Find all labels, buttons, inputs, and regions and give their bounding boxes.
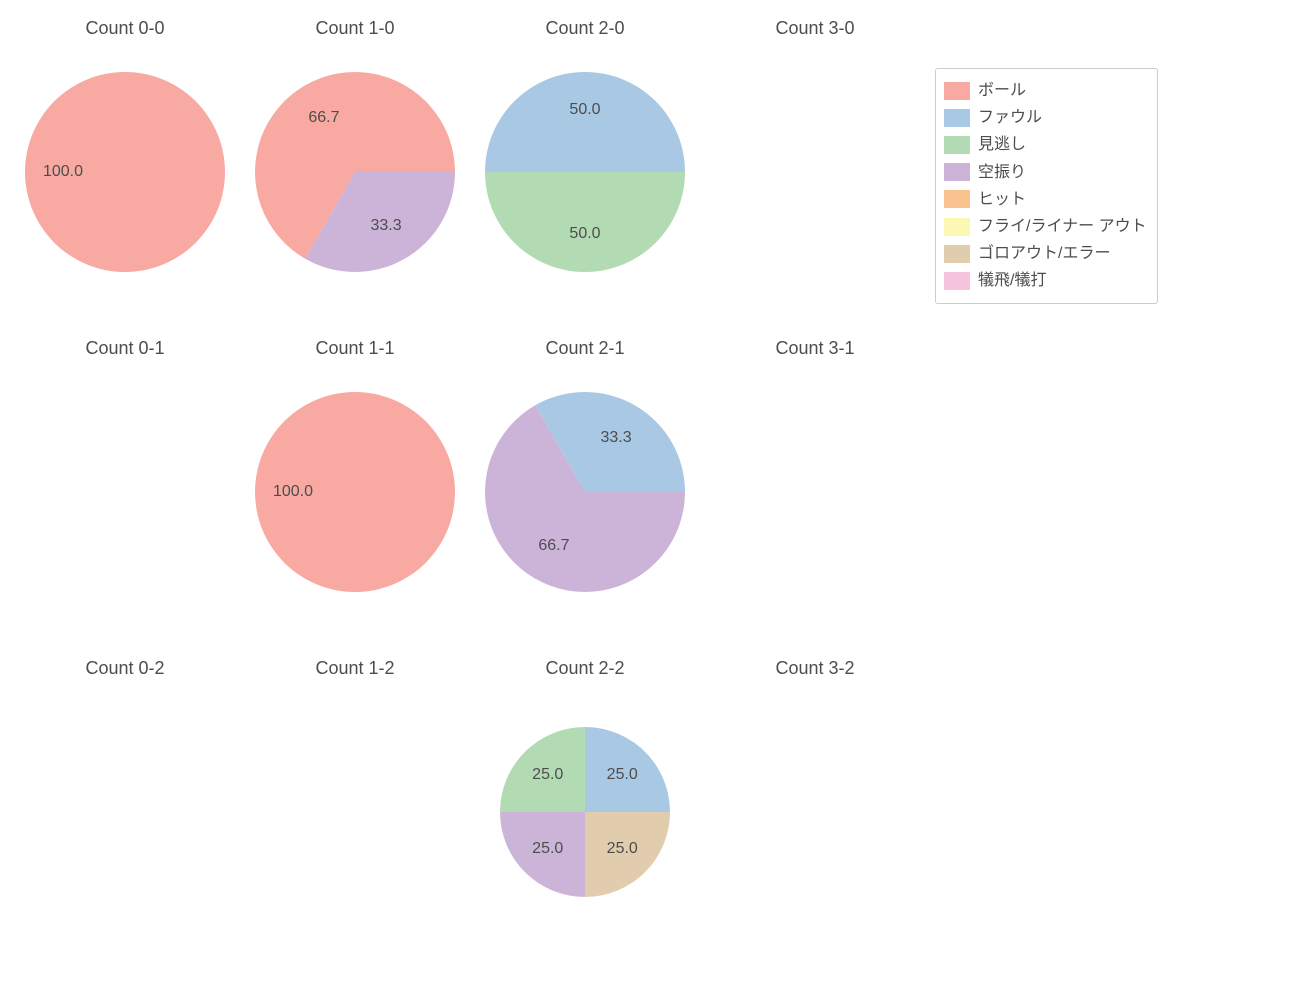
pie: 66.7 33.3 [255,72,455,272]
panel: Count 2-1 33.3 66.7 [470,330,700,650]
legend-label: 空振り [978,159,1026,186]
slice-value-label: 33.3 [600,429,631,447]
legend-label: ヒット [978,186,1026,213]
panel: Count 3-0 [700,10,930,330]
panel: Count 0-0 100.0 [10,10,240,330]
panel-title: Count 0-2 [10,658,240,679]
pie: 50.0 50.0 [485,72,685,272]
legend-label: 犠飛/犠打 [978,267,1046,294]
slice-value-label: 50.0 [569,101,600,119]
chart-canvas: Count 0-0 100.0 Count 1-0 66.7 33.3 Count 2-0… [0,0,1300,1000]
panel: Count 1-0 66.7 33.3 [240,10,470,330]
panel-title: Count 1-0 [240,18,470,39]
legend-item: ヒット [944,186,1147,213]
legend-label: ゴロアウト/エラー [978,240,1110,267]
panel-title: Count 0-1 [10,338,240,359]
slice-value-label: 25.0 [532,766,563,784]
panel-title: Count 3-2 [700,658,930,679]
legend-item: フライ/ライナー アウト [944,213,1147,240]
legend-swatch [944,82,970,100]
pie: 33.3 66.7 [485,392,685,592]
slice-value-label: 50.0 [569,225,600,243]
slice-value-label: 25.0 [607,766,638,784]
panel: Count 3-2 [700,650,930,970]
legend-item: 空振り [944,159,1147,186]
panel-title: Count 1-2 [240,658,470,679]
legend-item: 犠飛/犠打 [944,267,1147,294]
slice-value-label: 100.0 [43,163,83,181]
panel: Count 1-1 100.0 [240,330,470,650]
legend-swatch [944,272,970,290]
legend-item: ファウル [944,104,1147,131]
panel-title: Count 2-0 [470,18,700,39]
legend: ボールファウル見逃し空振りヒットフライ/ライナー アウトゴロアウト/エラー犠飛/… [935,68,1158,304]
panel: Count 3-1 [700,330,930,650]
pie: 25.0 25.0 25.0 25.0 [485,712,685,912]
legend-swatch [944,163,970,181]
legend-swatch [944,136,970,154]
panel: Count 1-2 [240,650,470,970]
legend-item: ゴロアウト/エラー [944,240,1147,267]
panel-title: Count 3-1 [700,338,930,359]
slice-value-label: 25.0 [532,840,563,858]
slice-value-label: 66.7 [308,109,339,127]
pie-grid: Count 0-0 100.0 Count 1-0 66.7 33.3 Count 2-0… [10,10,930,970]
legend-item: 見逃し [944,131,1147,158]
panel: Count 0-2 [10,650,240,970]
legend-item: ボール [944,77,1147,104]
panel-title: Count 2-1 [470,338,700,359]
panel-title: Count 2-2 [470,658,700,679]
panel: Count 2-2 25.0 25.0 25.0 25.0 [470,650,700,970]
slice-value-label: 66.7 [538,537,569,555]
legend-swatch [944,109,970,127]
legend-swatch [944,190,970,208]
pie: 100.0 [255,392,455,592]
legend-label: ボール [978,77,1026,104]
panel: Count 0-1 [10,330,240,650]
legend-swatch [944,218,970,236]
legend-label: フライ/ライナー アウト [978,213,1147,240]
legend-swatch [944,245,970,263]
panel-title: Count 0-0 [10,18,240,39]
legend-label: 見逃し [978,131,1026,158]
panel-title: Count 1-1 [240,338,470,359]
pie: 100.0 [25,72,225,272]
slice-value-label: 25.0 [607,840,638,858]
legend-label: ファウル [978,104,1042,131]
slice-value-label: 100.0 [273,483,313,501]
panel-title: Count 3-0 [700,18,930,39]
slice-value-label: 33.3 [370,217,401,235]
panel: Count 2-0 50.0 50.0 [470,10,700,330]
